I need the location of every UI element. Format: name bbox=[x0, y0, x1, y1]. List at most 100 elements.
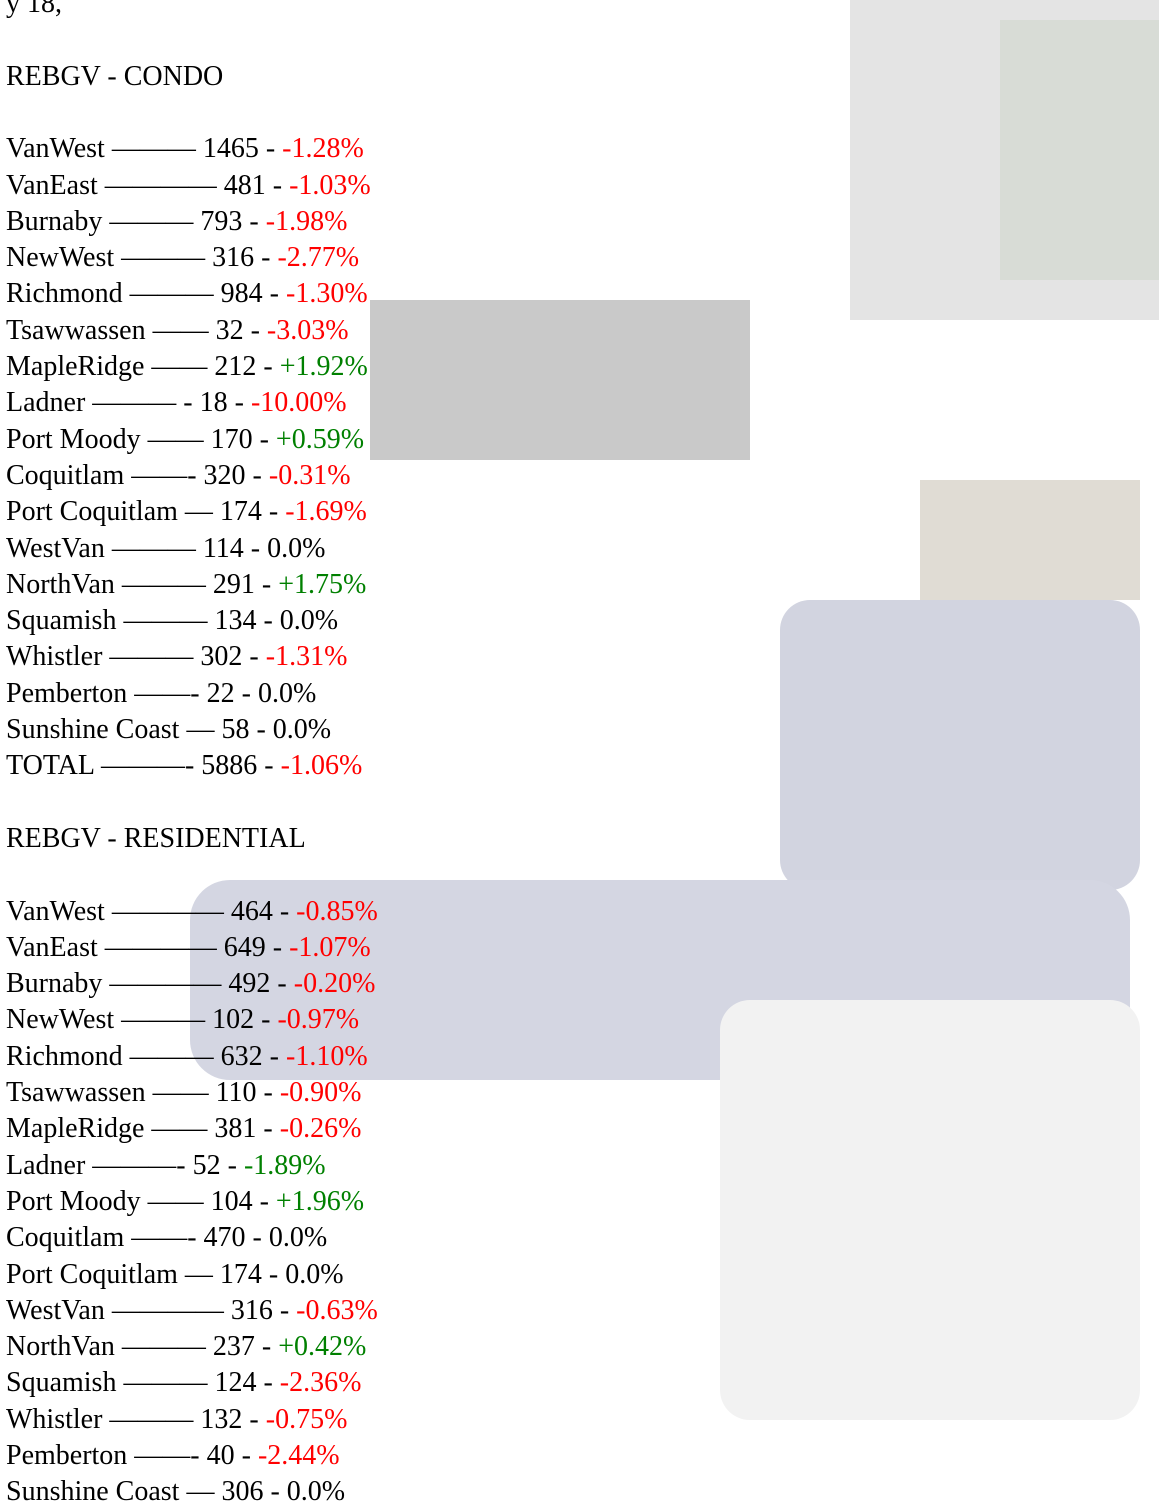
row-change: +1.96% bbox=[276, 1186, 364, 1217]
row-text: Port Coquitlam — 174 - bbox=[6, 496, 285, 527]
row-text: NorthVan ——— 291 - bbox=[6, 569, 278, 600]
row: Ladner ———- 52 - -1.89% bbox=[6, 1148, 326, 1184]
row-text: NewWest ——— 102 - bbox=[6, 1004, 277, 1035]
row-text: Sunshine Coast — 306 - bbox=[6, 1476, 287, 1507]
row: WestVan ———— 316 - -0.63% bbox=[6, 1293, 378, 1329]
row-change: -1.30% bbox=[286, 278, 368, 309]
row-change: 0.0% bbox=[267, 533, 325, 564]
row-change: +1.92% bbox=[280, 351, 368, 382]
row-text: Burnaby ——— 793 - bbox=[6, 206, 266, 237]
row-text: Whistler ——— 302 - bbox=[6, 641, 266, 672]
row: TOTAL ———- 5886 - -1.06% bbox=[6, 748, 362, 784]
row-text: Ladner ———- 52 - bbox=[6, 1150, 244, 1181]
row-change: -0.31% bbox=[269, 460, 351, 491]
bg-sign bbox=[370, 300, 750, 460]
row-change: 0.0% bbox=[258, 678, 316, 709]
row: MapleRidge —— 212 - +1.92% bbox=[6, 349, 368, 385]
bg-window bbox=[1000, 20, 1159, 280]
row-text: VanEast ———— 649 - bbox=[6, 932, 289, 963]
section-title: REBGV - CONDO bbox=[6, 59, 223, 95]
row-change: -3.03% bbox=[267, 315, 349, 346]
row: Richmond ——— 984 - -1.30% bbox=[6, 276, 368, 312]
row: VanEast ———— 481 - -1.03% bbox=[6, 168, 371, 204]
row-text: NorthVan ——— 237 - bbox=[6, 1331, 278, 1362]
date-heading: y 18, bbox=[6, 0, 62, 22]
row-text: Coquitlam ——- 320 - bbox=[6, 460, 269, 491]
row: Coquitlam ——- 470 - 0.0% bbox=[6, 1220, 327, 1256]
row: NorthVan ——— 291 - +1.75% bbox=[6, 567, 366, 603]
row-text: MapleRidge —— 212 - bbox=[6, 351, 280, 382]
row-change: 0.0% bbox=[273, 714, 331, 745]
row-change: -0.63% bbox=[296, 1295, 378, 1326]
row-change: -1.03% bbox=[289, 170, 371, 201]
row-text: Burnaby ———— 492 - bbox=[6, 968, 294, 999]
row: WestVan ——— 114 - 0.0% bbox=[6, 531, 325, 567]
row-text: Ladner ——— - 18 - bbox=[6, 387, 251, 418]
row-text: Squamish ——— 134 - bbox=[6, 605, 280, 636]
row: Coquitlam ——- 320 - -0.31% bbox=[6, 458, 351, 494]
row-change: -0.20% bbox=[294, 968, 376, 999]
row-text: Sunshine Coast — 58 - bbox=[6, 714, 273, 745]
row-change: -1.28% bbox=[282, 133, 364, 164]
row: Pemberton ——- 40 - -2.44% bbox=[6, 1438, 340, 1474]
row: Squamish ——— 134 - 0.0% bbox=[6, 603, 338, 639]
row: Whistler ——— 302 - -1.31% bbox=[6, 639, 347, 675]
row-text: Port Coquitlam — 174 - bbox=[6, 1259, 285, 1290]
row-change: -1.06% bbox=[281, 750, 363, 781]
row-change: -0.75% bbox=[266, 1404, 348, 1435]
bg-cushion bbox=[780, 600, 1140, 890]
row: Tsawwassen —— 32 - -3.03% bbox=[6, 313, 349, 349]
row-change: -1.07% bbox=[289, 932, 371, 963]
row-change: -1.89% bbox=[244, 1150, 326, 1181]
row: VanWest ——— 1465 - -1.28% bbox=[6, 131, 364, 167]
row-change: -1.10% bbox=[286, 1041, 368, 1072]
row: Port Moody —— 104 - +1.96% bbox=[6, 1184, 364, 1220]
row: Sunshine Coast — 306 - 0.0% bbox=[6, 1474, 345, 1510]
row: Pemberton ——- 22 - 0.0% bbox=[6, 676, 316, 712]
row-change: -0.85% bbox=[296, 896, 378, 927]
row-text: Squamish ——— 124 - bbox=[6, 1367, 280, 1398]
row-change: -2.36% bbox=[280, 1367, 362, 1398]
row-change: -2.44% bbox=[258, 1440, 340, 1471]
row: Whistler ——— 132 - -0.75% bbox=[6, 1402, 347, 1438]
row-change: 0.0% bbox=[285, 1259, 343, 1290]
row: Richmond ——— 632 - -1.10% bbox=[6, 1039, 368, 1075]
row-text: TOTAL ———- 5886 - bbox=[6, 750, 281, 781]
row-change: -1.69% bbox=[285, 496, 367, 527]
row: Ladner ——— - 18 - -10.00% bbox=[6, 385, 347, 421]
row: Burnaby ——— 793 - -1.98% bbox=[6, 204, 347, 240]
row-text: Tsawwassen —— 110 - bbox=[6, 1077, 280, 1108]
row-text: VanEast ———— 481 - bbox=[6, 170, 289, 201]
row: VanWest ———— 464 - -0.85% bbox=[6, 894, 378, 930]
row: NorthVan ——— 237 - +0.42% bbox=[6, 1329, 366, 1365]
row-text: Coquitlam ——- 470 - bbox=[6, 1222, 269, 1253]
row-change: -10.00% bbox=[251, 387, 347, 418]
row-text: WestVan ——— 114 - bbox=[6, 533, 267, 564]
row-change: +1.75% bbox=[278, 569, 366, 600]
row: Port Moody —— 170 - +0.59% bbox=[6, 422, 364, 458]
row: Sunshine Coast — 58 - 0.0% bbox=[6, 712, 331, 748]
row-text: VanWest ———— 464 - bbox=[6, 896, 296, 927]
row-text: Pemberton ——- 40 - bbox=[6, 1440, 258, 1471]
row: VanEast ———— 649 - -1.07% bbox=[6, 930, 371, 966]
row-text: VanWest ——— 1465 - bbox=[6, 133, 282, 164]
row-text: Pemberton ——- 22 - bbox=[6, 678, 258, 709]
row-change: -0.90% bbox=[280, 1077, 362, 1108]
row-text: MapleRidge —— 381 - bbox=[6, 1113, 280, 1144]
row: Squamish ——— 124 - -2.36% bbox=[6, 1365, 361, 1401]
row-change: 0.0% bbox=[280, 605, 338, 636]
row-change: 0.0% bbox=[287, 1476, 345, 1507]
bg-table bbox=[720, 1000, 1140, 1420]
row-text: Richmond ——— 632 - bbox=[6, 1041, 286, 1072]
row-change: -2.77% bbox=[277, 242, 359, 273]
row-text: Tsawwassen —— 32 - bbox=[6, 315, 267, 346]
row: MapleRidge —— 381 - -0.26% bbox=[6, 1111, 361, 1147]
row-text: NewWest ——— 316 - bbox=[6, 242, 277, 273]
row-change: -0.97% bbox=[277, 1004, 359, 1035]
row: Port Coquitlam — 174 - -1.69% bbox=[6, 494, 367, 530]
row: Port Coquitlam — 174 - 0.0% bbox=[6, 1257, 344, 1293]
row-change: -1.31% bbox=[266, 641, 348, 672]
row: NewWest ——— 102 - -0.97% bbox=[6, 1002, 359, 1038]
row-change: 0.0% bbox=[269, 1222, 327, 1253]
row-text: Richmond ——— 984 - bbox=[6, 278, 286, 309]
